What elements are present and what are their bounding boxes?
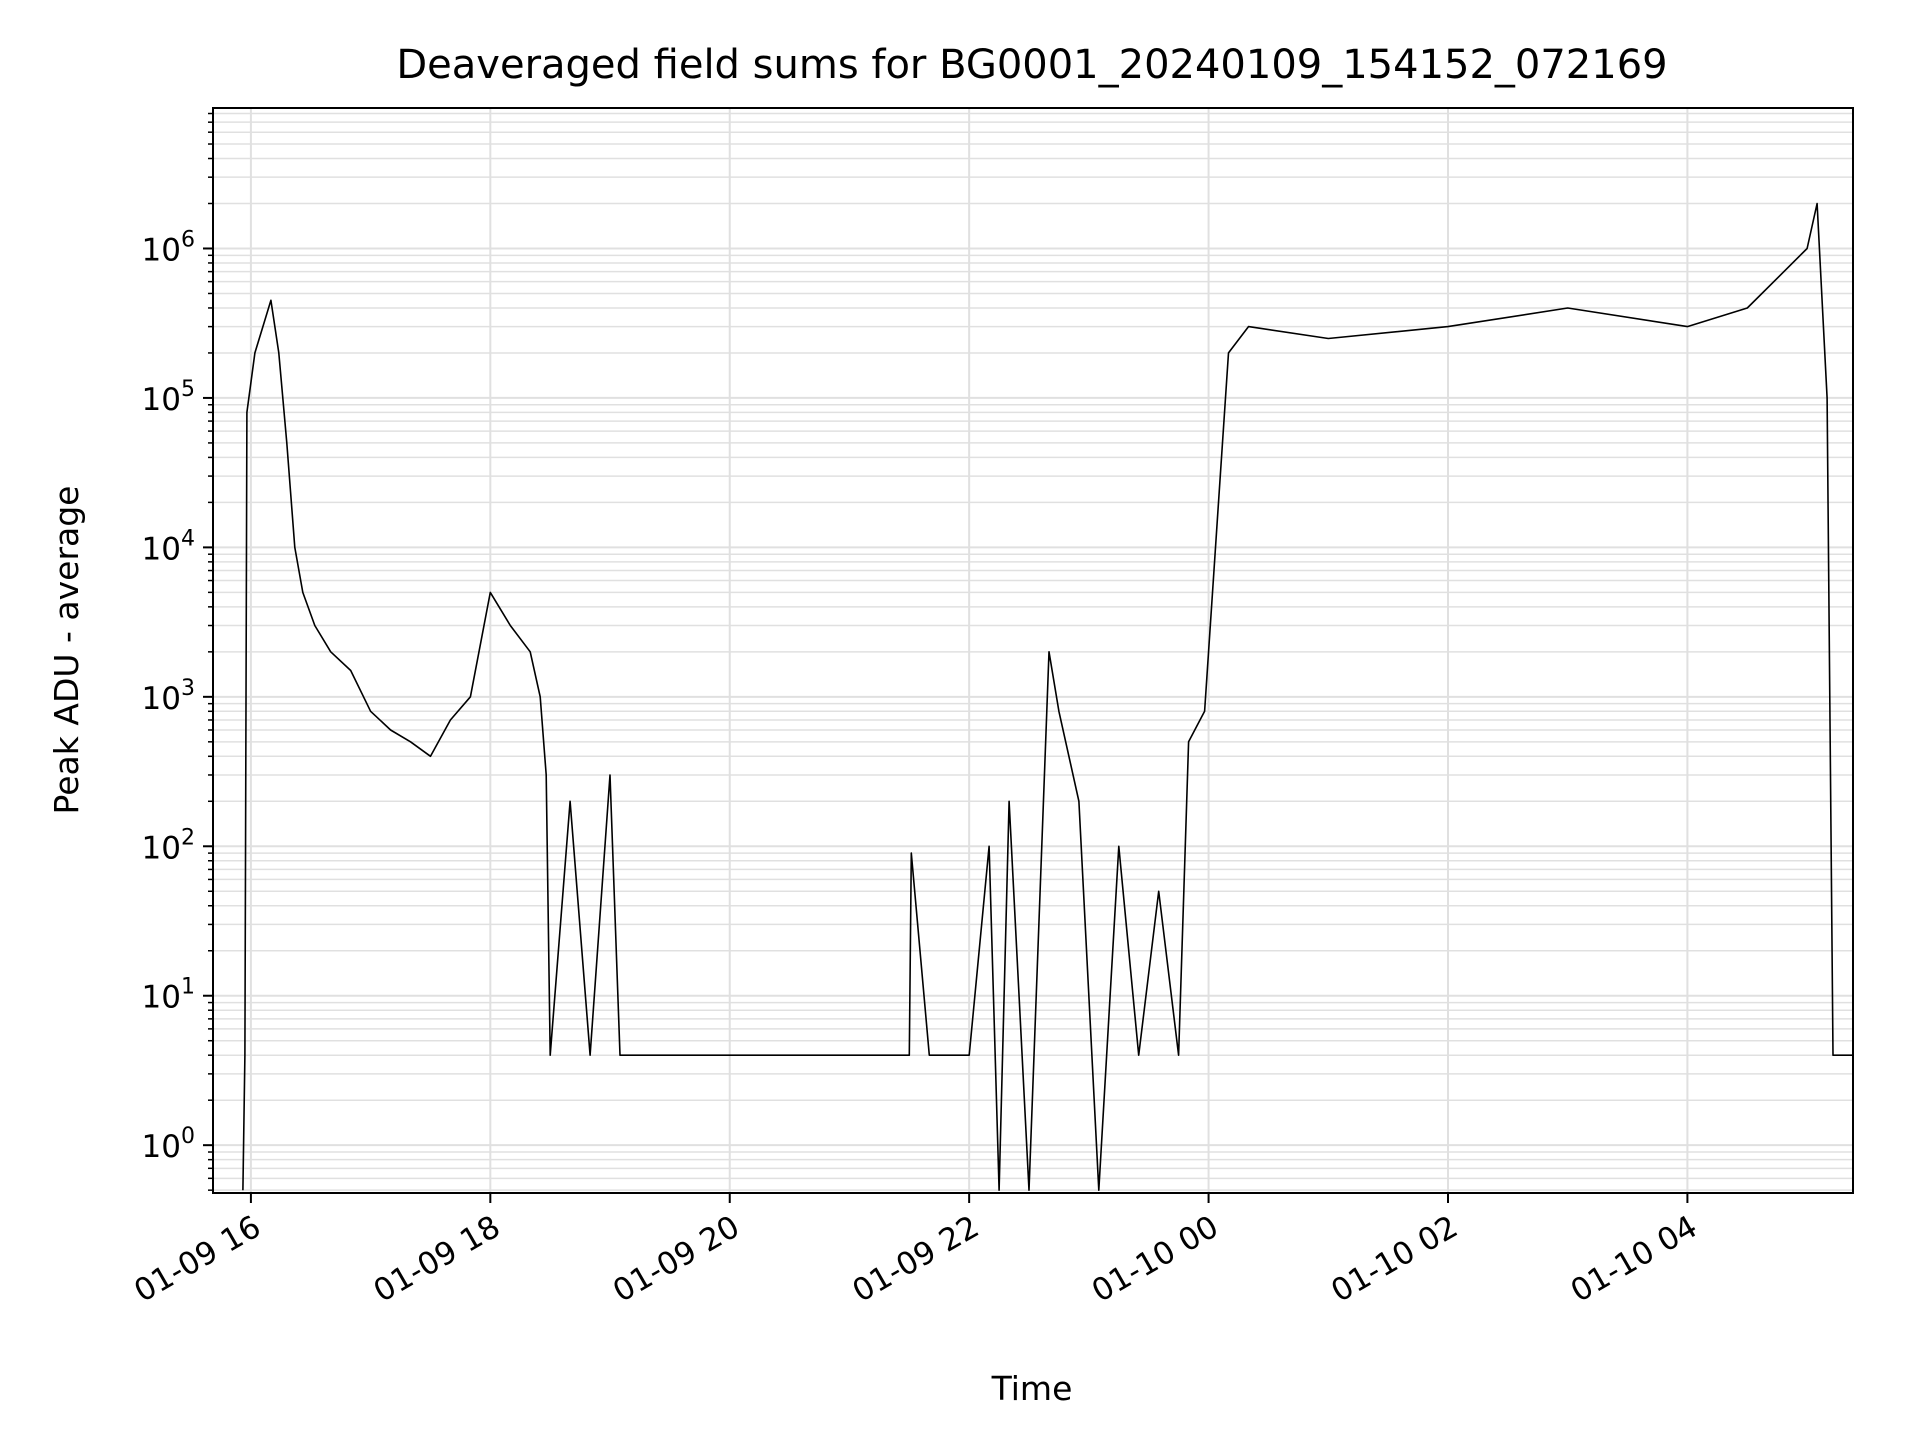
series-layer <box>242 202 1853 1191</box>
y-tick-label: 101 <box>142 975 195 1016</box>
y-axis-label: Peak ADU - average <box>47 486 86 815</box>
y-tick-label: 103 <box>142 676 195 717</box>
series-line <box>242 202 1853 1191</box>
y-tick-label: 104 <box>142 526 195 567</box>
y-tick-label: 100 <box>142 1124 195 1165</box>
y-tick-label: 102 <box>142 825 195 866</box>
y-axis: 100 101 102 103 104 105 106 <box>142 112 213 1191</box>
chart-title: Deaveraged field sums for BG0001_2024010… <box>396 42 1667 88</box>
y-tick-label: 106 <box>142 227 195 268</box>
y-tick-label: 105 <box>142 377 195 418</box>
plot-frame <box>212 107 1854 1194</box>
x-axis-label: Time <box>991 1369 1073 1408</box>
